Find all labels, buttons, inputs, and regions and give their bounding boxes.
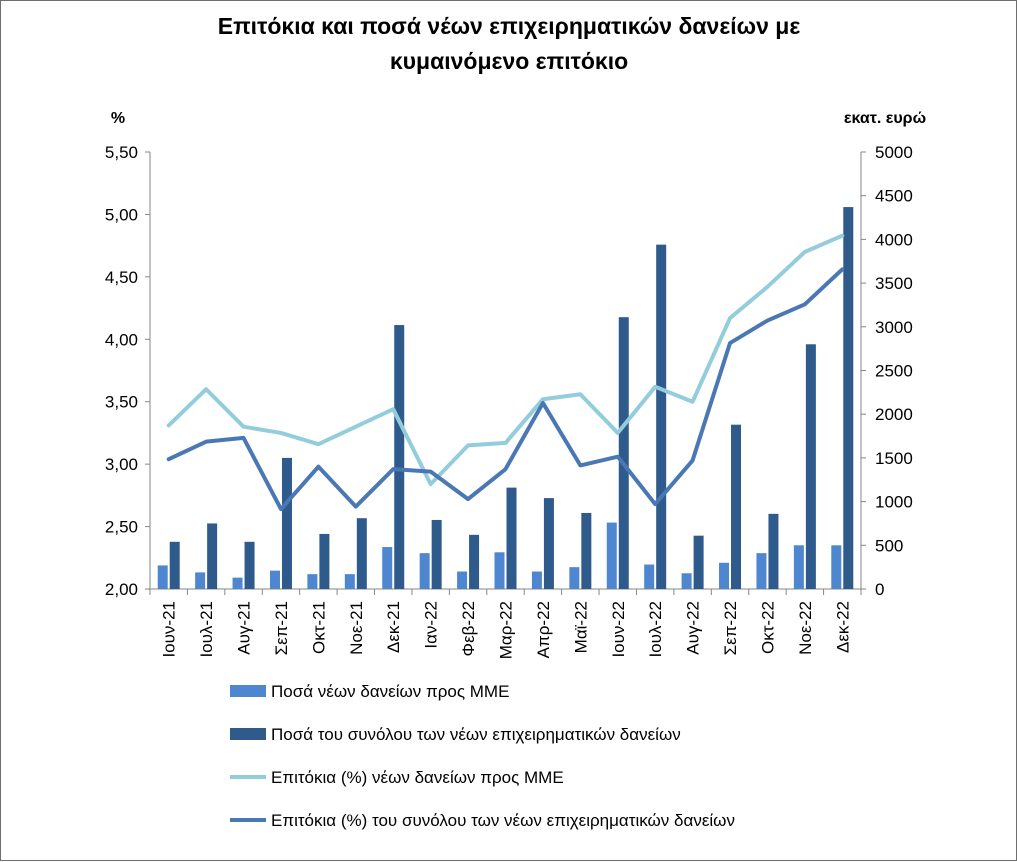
chart-title-line-1: Επιτόκια και ποσά νέων επιχειρηματικών δ… bbox=[218, 13, 801, 39]
x-tick-label: Ιουλ-22 bbox=[646, 601, 665, 658]
line-series bbox=[166, 267, 845, 512]
bar bbox=[731, 424, 742, 589]
bar bbox=[457, 571, 468, 589]
bar bbox=[157, 565, 168, 589]
chart-title-line-2: κυμαινόμενο επιτόκιο bbox=[390, 48, 628, 74]
bar bbox=[569, 567, 580, 589]
left-tick-label: 4,50 bbox=[105, 268, 138, 287]
right-tick-label: 2000 bbox=[875, 405, 913, 424]
bar bbox=[793, 545, 804, 589]
bar bbox=[843, 207, 854, 589]
bar bbox=[756, 553, 767, 589]
left-tick-label: 3,00 bbox=[105, 455, 138, 474]
x-tick-label: Νοε-21 bbox=[347, 601, 366, 655]
bar bbox=[307, 574, 318, 589]
x-tick-label: Ιουλ-21 bbox=[197, 601, 216, 658]
bar bbox=[382, 547, 393, 589]
left-tick-label: 3,50 bbox=[105, 393, 138, 412]
x-tick-label: Σεπ-21 bbox=[272, 601, 291, 655]
right-tick-label: 3000 bbox=[875, 318, 913, 337]
right-tick-label: 500 bbox=[875, 536, 903, 555]
x-tick-label: Ιουν-21 bbox=[160, 601, 179, 658]
line-series bbox=[166, 233, 845, 487]
x-tick-label: Οκτ-22 bbox=[758, 601, 777, 654]
bar bbox=[831, 545, 842, 589]
bar bbox=[394, 325, 405, 589]
bar bbox=[768, 513, 779, 589]
bar bbox=[269, 570, 280, 589]
x-tick-label: Αυγ-22 bbox=[684, 601, 703, 655]
bar bbox=[506, 487, 517, 589]
right-tick-label: 2500 bbox=[875, 362, 913, 381]
bar bbox=[195, 572, 206, 589]
bar bbox=[543, 498, 554, 589]
x-tick-label: Αυγ-21 bbox=[235, 601, 254, 655]
legend-label: Επιτόκια (%) του συνόλου των νέων επιχει… bbox=[271, 811, 735, 830]
left-tick-label: 4,00 bbox=[105, 330, 138, 349]
x-tick-label: Οκτ-21 bbox=[309, 601, 328, 654]
bar-series bbox=[157, 522, 842, 589]
right-tick-label: 5000 bbox=[875, 143, 913, 162]
x-tick-label: Νοε-22 bbox=[796, 601, 815, 655]
right-axis-unit: εκατ. ευρώ bbox=[844, 110, 926, 127]
bar bbox=[169, 541, 180, 589]
x-tick-label: Ιαν-22 bbox=[422, 601, 441, 649]
legend-label: Ποσά του συνόλου των νέων επιχειρηματικώ… bbox=[271, 725, 681, 744]
bar bbox=[693, 535, 704, 589]
bar bbox=[207, 523, 218, 589]
legend-label: Ποσά νέων δανείων προς ΜΜΕ bbox=[271, 682, 509, 701]
right-tick-label: 4000 bbox=[875, 230, 913, 249]
x-tick-label: Ιουν-22 bbox=[609, 601, 628, 658]
bar bbox=[494, 552, 505, 589]
bar bbox=[419, 553, 430, 589]
right-tick-label: 0 bbox=[875, 580, 884, 599]
bar bbox=[431, 519, 442, 589]
right-tick-label: 1500 bbox=[875, 449, 913, 468]
bar bbox=[656, 244, 667, 590]
left-tick-label: 2,50 bbox=[105, 518, 138, 537]
legend-swatch bbox=[230, 685, 266, 697]
legend-label: Επιτόκια (%) νέων δανείων προς ΜΜΕ bbox=[271, 768, 564, 787]
left-tick-label: 5,00 bbox=[105, 205, 138, 224]
left-tick-label: 5,50 bbox=[105, 143, 138, 162]
x-tick-label: Δεκ-22 bbox=[833, 601, 852, 653]
bar bbox=[531, 571, 542, 589]
right-tick-label: 4500 bbox=[875, 187, 913, 206]
legend: Ποσά νέων δανείων προς ΜΜΕ Ποσά του συνόλ… bbox=[230, 682, 735, 830]
bar bbox=[244, 541, 255, 589]
left-axis-unit: % bbox=[111, 110, 125, 127]
right-tick-label: 3500 bbox=[875, 274, 913, 293]
bar bbox=[319, 533, 330, 589]
bar bbox=[232, 577, 243, 589]
bar bbox=[719, 562, 730, 589]
plot-area: 2,00 2,50 3,00 3,50 4,00 4,50 5,00 5,50 0 500 1000… bbox=[105, 143, 913, 659]
x-tick-label: Μαϊ-22 bbox=[571, 601, 590, 653]
bar bbox=[356, 518, 367, 589]
bar bbox=[344, 574, 355, 589]
bar bbox=[281, 457, 292, 589]
left-tick-label: 2,00 bbox=[105, 580, 138, 599]
legend-swatch bbox=[230, 728, 266, 740]
bar bbox=[606, 522, 617, 589]
bar bbox=[681, 573, 692, 589]
x-tick-label: Απρ-22 bbox=[534, 601, 553, 658]
bar bbox=[581, 512, 592, 589]
bar bbox=[644, 564, 655, 589]
bar bbox=[805, 344, 816, 589]
x-tick-label: Δεκ-21 bbox=[384, 601, 403, 653]
bar bbox=[618, 317, 629, 589]
bar bbox=[469, 534, 480, 589]
right-tick-label: 1000 bbox=[875, 493, 913, 512]
x-tick-label: Μαρ-22 bbox=[497, 601, 516, 659]
x-tick-label: Σεπ-22 bbox=[721, 601, 740, 655]
bar-series bbox=[169, 207, 854, 590]
x-tick-label: Φεβ-22 bbox=[459, 601, 478, 657]
